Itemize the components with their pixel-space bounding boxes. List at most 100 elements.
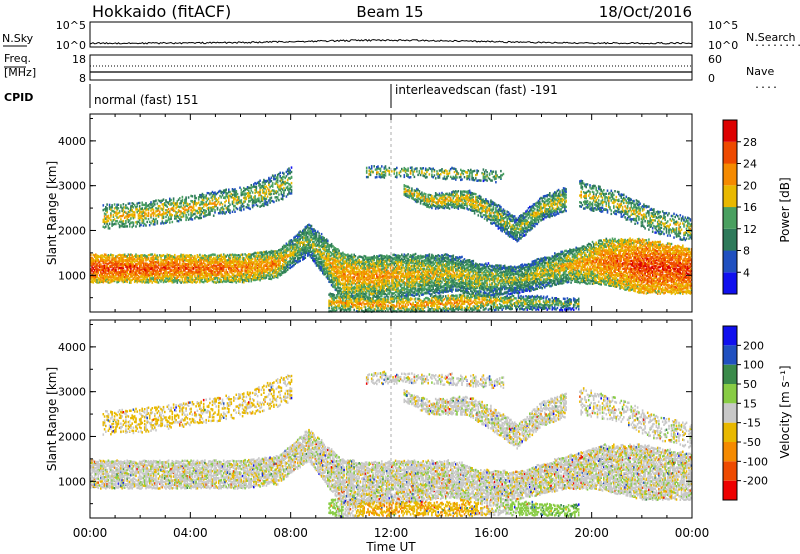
range-cell xyxy=(234,278,236,281)
range-cell xyxy=(130,272,132,275)
range-cell xyxy=(170,254,172,258)
range-cell xyxy=(365,270,368,274)
range-cell xyxy=(289,239,291,242)
range-cell xyxy=(343,282,345,285)
range-cell xyxy=(379,279,382,282)
range-cell xyxy=(381,254,383,257)
range-cell xyxy=(330,265,333,268)
range-cell xyxy=(172,281,175,284)
range-cell xyxy=(285,267,288,270)
range-cell xyxy=(108,259,111,263)
range-cell xyxy=(368,285,370,288)
range-cell xyxy=(92,267,95,270)
range-cell xyxy=(377,290,379,293)
range-cell xyxy=(278,262,280,265)
range-cell xyxy=(107,272,110,275)
range-cell xyxy=(187,272,190,275)
range-cell xyxy=(189,256,191,259)
range-cell xyxy=(363,261,365,264)
range-cell xyxy=(123,269,126,272)
range-cell xyxy=(100,263,102,266)
range-cell xyxy=(285,245,288,248)
range-cell xyxy=(330,269,333,272)
range-cell xyxy=(192,267,195,270)
range-cell xyxy=(194,262,196,266)
range-cell xyxy=(312,244,314,247)
range-cell xyxy=(407,253,409,256)
range-cell xyxy=(270,277,273,281)
range-cell xyxy=(236,265,239,268)
range-cell xyxy=(217,254,220,257)
range-cell xyxy=(369,259,372,262)
range-cell xyxy=(334,279,337,282)
range-cell xyxy=(374,265,377,269)
range-cell xyxy=(154,275,156,278)
range-cell xyxy=(293,236,295,239)
range-cell xyxy=(230,279,233,282)
range-cell xyxy=(169,277,171,280)
range-cell xyxy=(214,257,216,260)
range-cell xyxy=(255,276,258,280)
range-cell xyxy=(313,229,315,232)
range-cell xyxy=(383,292,386,296)
range-cell xyxy=(199,253,201,257)
range-cell xyxy=(350,285,353,288)
range-cell xyxy=(327,250,329,253)
range-cell xyxy=(201,264,204,267)
range-cell xyxy=(263,266,265,269)
range-cell xyxy=(332,274,334,277)
range-cell xyxy=(112,267,115,270)
range-cell xyxy=(343,268,345,271)
range-cell xyxy=(313,243,315,246)
range-cell xyxy=(300,231,303,234)
range-cell xyxy=(201,272,204,275)
range-cell xyxy=(386,254,388,257)
range-cell xyxy=(276,263,279,266)
range-cell xyxy=(186,254,189,257)
range-cell xyxy=(291,255,294,259)
range-cell xyxy=(185,257,187,260)
range-cell xyxy=(339,271,342,275)
range-cell xyxy=(112,254,115,257)
range-cell xyxy=(334,288,337,291)
range-cell xyxy=(132,259,135,263)
range-cell xyxy=(141,258,143,261)
range-cell xyxy=(382,290,384,294)
range-cell xyxy=(363,283,365,286)
range-cell xyxy=(175,266,177,270)
range-cell xyxy=(348,270,350,274)
range-cell xyxy=(275,268,278,272)
range-cell xyxy=(383,280,386,283)
range-cell xyxy=(245,274,248,277)
range-cell xyxy=(384,284,387,287)
range-cell xyxy=(209,272,211,276)
range-cell xyxy=(222,257,225,260)
range-cell xyxy=(500,264,502,267)
range-cell xyxy=(264,252,266,256)
range-cell xyxy=(111,275,113,278)
range-cell xyxy=(107,258,110,262)
range-cell xyxy=(215,273,217,276)
range-cell xyxy=(268,255,270,259)
cpid-label: CPID xyxy=(4,91,33,104)
range-cell xyxy=(345,275,348,278)
range-cell xyxy=(340,276,343,279)
range-cell xyxy=(122,253,125,257)
range-cell xyxy=(202,268,205,272)
range-cell xyxy=(339,282,342,286)
range-cell xyxy=(135,265,137,268)
range-cell xyxy=(286,263,289,266)
range-cell xyxy=(367,269,369,272)
range-cell xyxy=(181,266,184,269)
range-cell xyxy=(374,271,377,274)
range-cell xyxy=(325,275,328,278)
range-cell xyxy=(295,239,298,243)
range-cell xyxy=(294,248,296,252)
range-cell xyxy=(350,261,353,264)
range-cell xyxy=(298,235,300,238)
range-cell xyxy=(345,266,348,269)
range-cell xyxy=(337,265,339,268)
range-cell xyxy=(334,277,337,280)
range-cell xyxy=(293,243,295,246)
range-cell xyxy=(101,258,103,262)
